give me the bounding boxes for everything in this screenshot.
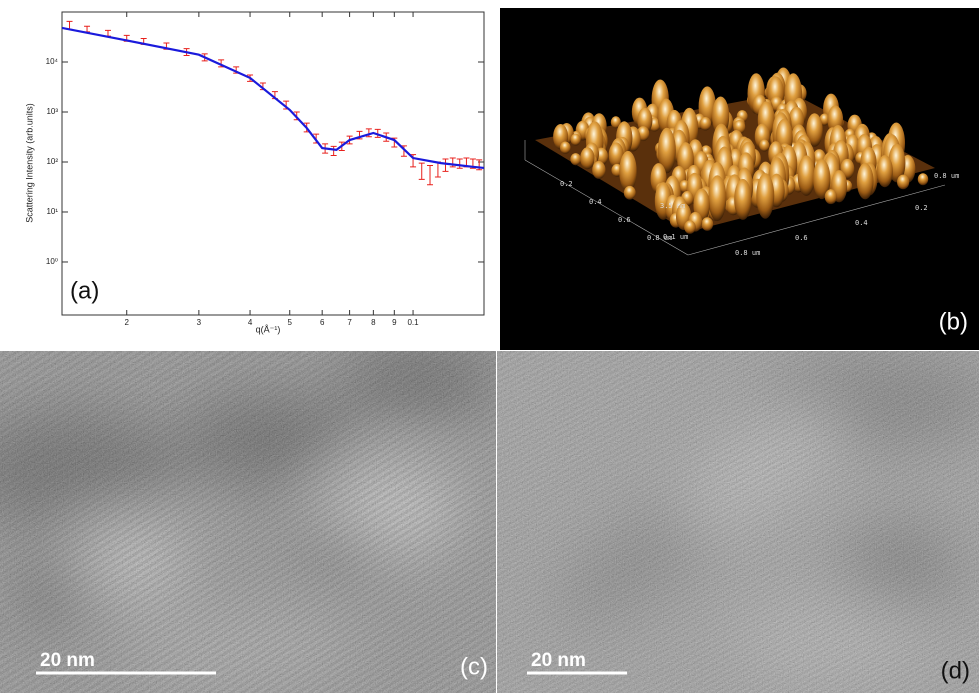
panel-label: (d) [941,657,970,684]
y-tick-label: 10⁰ [46,257,58,266]
tem-image-d [497,350,979,693]
axis-label: 0.8 um [934,172,959,180]
y-tick-label: 10² [46,157,58,166]
surface-bump [897,175,909,190]
surface-bump [756,173,774,219]
surface-bump [857,163,874,199]
y-tick-label: 10³ [46,107,58,116]
surface-bump [592,161,605,179]
x-tick-label: 8 [371,318,376,327]
axis-label: 0.6 [795,234,808,242]
surface-bump [619,151,636,192]
x-tick-label: 9 [392,318,397,327]
surface-bump [701,217,713,231]
axis-label: 3.5 nm [660,202,685,210]
surface-bump [918,173,928,185]
axis-label: 0.1 um [663,233,688,241]
axis-label: 0.6 [618,216,631,224]
surface-bump [877,155,893,187]
surface-bump [708,175,726,221]
axis-label: 0.4 [589,198,602,206]
x-tick-label: 4 [248,318,253,327]
axis-label: 0.8 um [735,249,760,257]
tem-image-c [0,340,500,693]
surface-bump [699,117,711,130]
surface-bump [734,179,751,220]
y-tick-label: 10¹ [46,207,58,216]
axis-label: 0.2 [560,180,573,188]
surface-bump [580,147,594,169]
x-tick-label: 2 [125,318,130,327]
panel-label: (b) [939,308,968,335]
y-tick-label: 10⁴ [46,57,59,66]
surface-bump [560,142,571,154]
surface-bump [798,155,815,195]
figure: Scattering Intensity (arb.units) q(Å⁻¹) … [0,0,979,693]
panel-label: (c) [460,653,488,680]
surface-bump [825,189,837,204]
surface-bump [759,139,769,151]
axis-label: 0.2 [915,204,928,212]
x-tick-label: 0.1 [407,318,419,327]
surface-bump [571,134,581,146]
scale-label: 20 nm [40,650,95,671]
surface-bump [624,186,636,200]
panel-label: (a) [70,277,99,304]
x-tick-label: 3 [197,318,202,327]
x-tick-label: 5 [288,318,293,327]
x-axis-label: q(Å⁻¹) [256,324,281,334]
x-tick-label: 6 [320,318,325,327]
axis-label: 0.4 [855,219,868,227]
surface-bump [684,220,696,233]
x-tick-label: 7 [347,318,352,327]
surface-bump [570,153,581,165]
y-axis-label: Scattering Intensity (arb.units) [24,103,34,223]
scale-label: 20 nm [531,650,586,671]
